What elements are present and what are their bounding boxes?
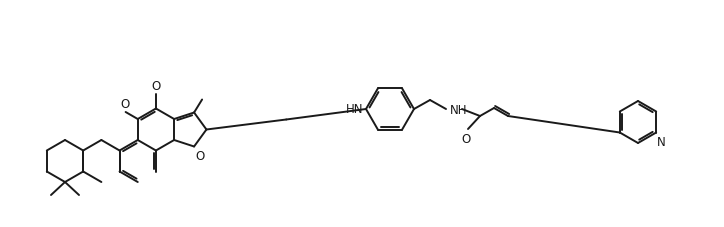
Text: NH: NH: [450, 103, 468, 116]
Text: N: N: [657, 136, 666, 149]
Text: O: O: [120, 98, 130, 111]
Text: O: O: [461, 132, 471, 145]
Text: HN: HN: [345, 102, 363, 115]
Text: O: O: [151, 79, 161, 92]
Text: O: O: [195, 150, 204, 163]
